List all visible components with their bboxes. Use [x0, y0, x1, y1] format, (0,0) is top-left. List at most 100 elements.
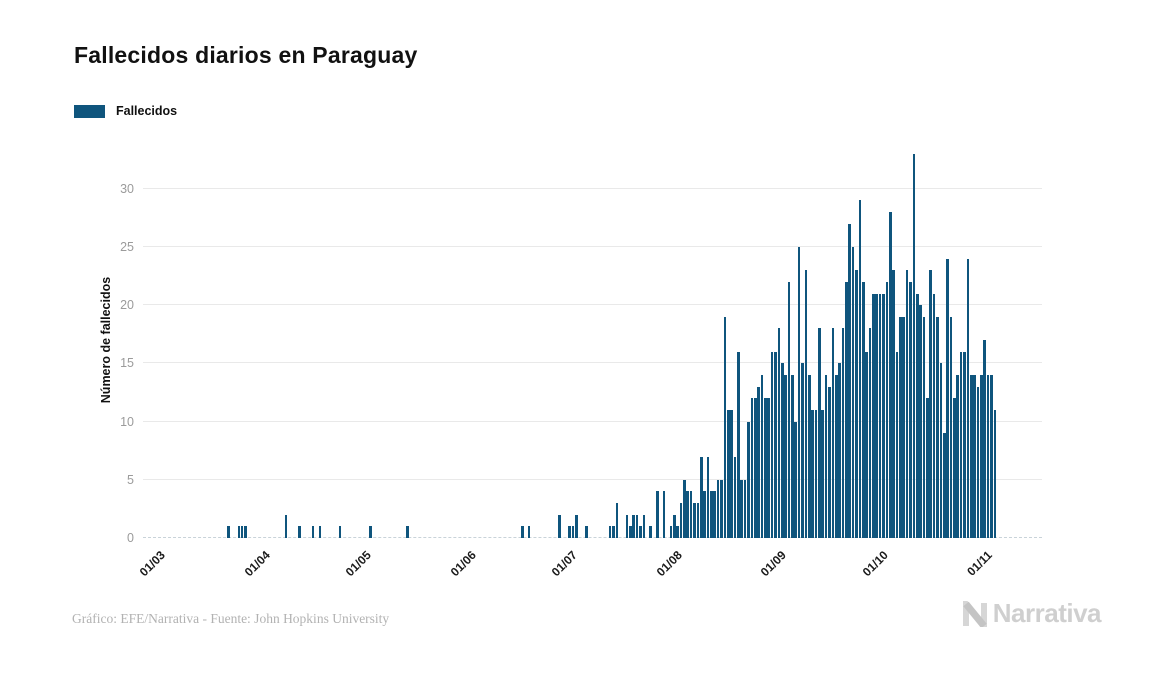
bar	[926, 398, 929, 538]
x-tick-label: 01/11	[964, 548, 996, 579]
bar	[672, 514, 676, 538]
bar	[703, 491, 706, 538]
bar	[237, 526, 241, 538]
bar	[527, 526, 531, 538]
bar	[716, 479, 720, 538]
bar	[318, 526, 322, 538]
bar	[521, 526, 524, 538]
bar	[848, 223, 852, 538]
narrativa-logo: Narrativa	[961, 598, 1102, 629]
bar	[828, 386, 831, 538]
bar	[797, 246, 801, 538]
bar	[804, 270, 808, 538]
gridline	[143, 187, 1042, 189]
bar	[764, 398, 767, 538]
bar	[612, 526, 615, 538]
x-tick-label: 01/05	[342, 548, 374, 580]
x-tick-label: 01/10	[859, 548, 891, 580]
legend-swatch	[74, 104, 105, 118]
bar	[963, 351, 966, 538]
bar	[227, 526, 230, 538]
chart: Número de fallecidos 0 5 10 15 20 25 30 01/03 0…	[0, 148, 1042, 598]
bar	[699, 456, 703, 538]
bar	[656, 491, 659, 538]
bar	[770, 351, 774, 538]
gridline	[143, 245, 1042, 247]
bar	[953, 398, 956, 538]
bar	[686, 491, 690, 538]
bar	[831, 328, 835, 538]
bar	[710, 491, 713, 538]
bar	[872, 293, 875, 538]
bar	[737, 351, 740, 538]
bar	[642, 514, 646, 538]
bar	[750, 398, 754, 538]
bar	[568, 526, 571, 538]
gridline	[143, 362, 1042, 364]
y-tick-label: 20	[120, 298, 134, 313]
bar	[818, 328, 821, 538]
bar	[956, 375, 960, 538]
bar	[780, 363, 784, 538]
bar	[993, 409, 997, 538]
y-tick-label: 30	[120, 181, 134, 196]
gridline	[143, 304, 1042, 306]
bar	[807, 375, 811, 538]
bar	[679, 503, 683, 538]
bar	[949, 316, 953, 538]
bar	[730, 409, 733, 538]
page-title: Fallecidos diarios en Paraguay	[74, 42, 418, 68]
narrativa-wordmark: Narrativa	[992, 598, 1102, 628]
bar	[571, 526, 575, 538]
bar	[861, 281, 865, 538]
bar	[369, 526, 372, 538]
bar	[760, 375, 764, 538]
bar	[902, 316, 906, 538]
bar	[683, 479, 686, 538]
x-axis: 01/03 01/04 01/05 01/06 01/07 01/08 01/09 01/10…	[137, 538, 1042, 598]
bar	[919, 305, 922, 538]
bar	[743, 479, 747, 538]
x-tick-label: 01/07	[548, 548, 580, 580]
bar	[811, 409, 814, 538]
bar	[625, 514, 629, 538]
bar	[882, 293, 885, 538]
bar	[733, 456, 737, 538]
bar	[814, 409, 818, 538]
bar	[912, 153, 916, 538]
y-axis: 0 5 10 15 20 25 30	[0, 148, 134, 545]
bar	[875, 293, 879, 538]
bar	[929, 270, 933, 538]
bar	[693, 503, 696, 538]
bar	[892, 270, 895, 538]
bar	[858, 200, 862, 538]
bar	[757, 386, 760, 538]
bar	[990, 375, 993, 538]
bar	[794, 421, 798, 538]
y-tick-label: 5	[127, 472, 134, 487]
bar	[629, 526, 632, 538]
x-tick-label: 01/08	[653, 548, 685, 580]
bar	[855, 270, 858, 538]
bar	[899, 316, 902, 538]
bar	[639, 526, 642, 538]
bar	[713, 491, 717, 538]
bar	[338, 526, 342, 538]
bar	[973, 375, 976, 538]
bar	[669, 526, 673, 538]
y-tick-label: 25	[120, 239, 134, 254]
bar	[696, 503, 700, 538]
bar	[608, 526, 612, 538]
bar	[946, 258, 949, 538]
bar	[939, 363, 943, 538]
bar	[311, 526, 315, 538]
bar	[787, 281, 791, 538]
narrativa-n-icon	[962, 600, 987, 627]
bar	[841, 328, 845, 538]
bar	[959, 351, 963, 538]
bar	[774, 351, 777, 538]
footer-credit: Gráfico: EFE/Narrativa - Fuente: John Ho…	[72, 611, 390, 626]
bar	[676, 526, 679, 538]
bar	[942, 433, 946, 538]
bar	[635, 514, 639, 538]
